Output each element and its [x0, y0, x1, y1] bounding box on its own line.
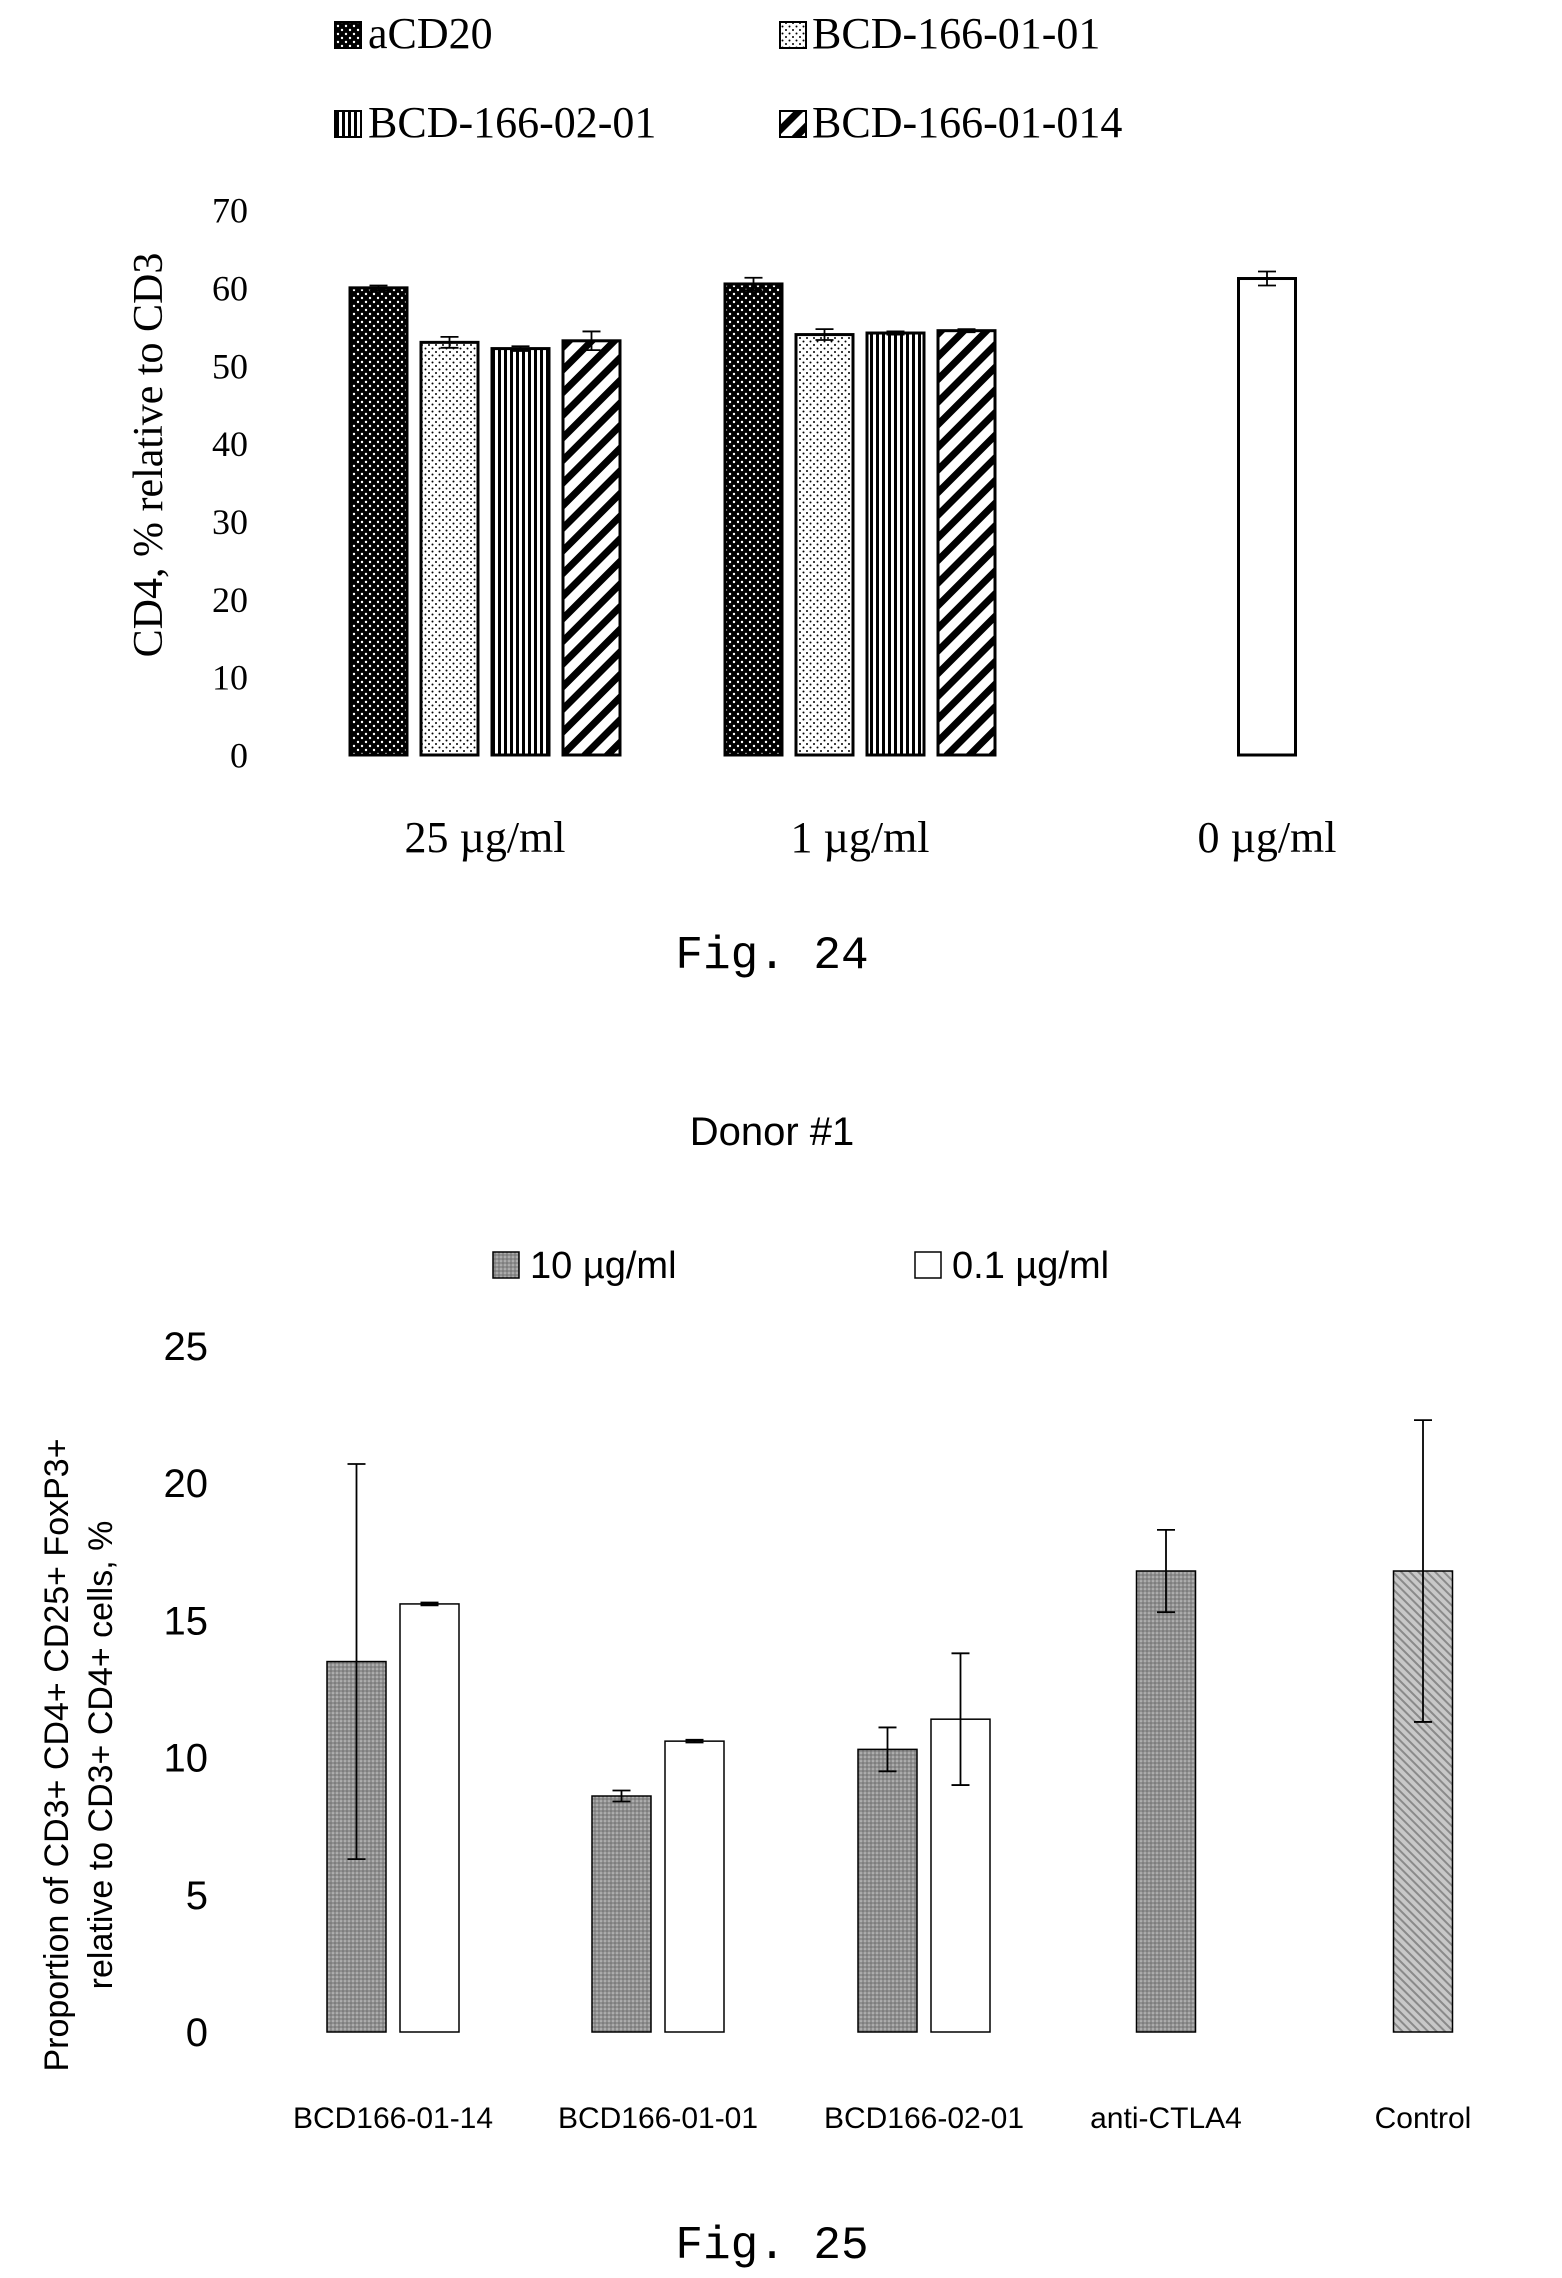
bar-1-g-ml-bcd-166-01-01 [794, 333, 855, 757]
x-axis-categories: 25 µg/ml 1 µg/ml 0 µg/ml [404, 813, 1336, 862]
bar-1-g-ml-acd20 [723, 282, 784, 757]
x-axis-categories: BCD166-01-14 BCD166-01-01 BCD166-02-01 anti… [293, 2102, 1471, 2135]
y-axis-ticks: 0 10 20 30 40 50 60 70 [212, 191, 248, 776]
bars [348, 270, 1297, 757]
figure-caption: Fig. 25 [675, 2220, 868, 2272]
bar-25-g-ml-bcd-166-02-01 [490, 347, 551, 757]
y-tick-label: 40 [212, 424, 248, 464]
error-bar-bcd166-01-14-10-g-ml [347, 1463, 366, 1861]
y-axis-ticks: 0 5 10 15 20 25 [164, 1325, 209, 2055]
bar-bcd166-01-01-10-g-ml [591, 1795, 652, 2033]
bar-bcd166-01-14-0-1-g-ml [399, 1603, 460, 2033]
legend-swatch-bcd-166-01-014 [779, 110, 807, 138]
error-bar-1-g-ml-bcd-166-01-014 [957, 328, 976, 334]
legend: 10 µg/ml 0.1 µg/ml [492, 1245, 1109, 1287]
y-tick-label: 30 [212, 502, 248, 542]
x-tick-label-25-g-ml: 25 µg/ml [404, 813, 565, 862]
error-bar-0-g-ml-series-4 [1258, 270, 1276, 287]
figure-24-chart: aCD20 BCD-166-01-01 BCD-166-02-01 BCD-16… [126, 9, 1337, 982]
error-bar-control-series-2 [1414, 1419, 1432, 1723]
error-bar-anti-ctla4-10-g-ml [1157, 1528, 1175, 1614]
y-tick-label: 50 [212, 346, 248, 386]
figure-caption: Fig. 24 [675, 930, 868, 982]
error-bar-bcd166-01-01-10-g-ml [612, 1789, 631, 1803]
error-bar-25-g-ml-bcd-166-02-01 [511, 345, 530, 352]
y-tick-label: 15 [164, 1599, 209, 1643]
legend-label-acd20: aCD20 [368, 9, 493, 58]
bar-bcd166-02-01-10-g-ml [857, 1748, 918, 2033]
y-axis-label: CD4, % relative to CD3 [126, 253, 172, 658]
legend-label-bcd-166-02-01: BCD-166-02-01 [368, 98, 656, 147]
y-axis-label: Proportion of CD3+ CD4+ CD25+ FoxP3+ rel… [38, 1438, 120, 2071]
bar-anti-ctla4-10-g-ml [1135, 1570, 1197, 2033]
bar-bcd166-01-01-0-1-g-ml [664, 1740, 725, 2033]
bar-25-g-ml-bcd-166-01-01 [419, 340, 480, 757]
bar-control-series-2 [1392, 1570, 1454, 2033]
error-bar-1-g-ml-acd20 [744, 276, 763, 292]
y-axis-label-line-2: relative to CD3+ CD4+ cells, % [82, 1521, 120, 1990]
y-tick-label: 60 [212, 268, 248, 308]
legend-label-0-1-ug-ml: 0.1 µg/ml [952, 1245, 1109, 1287]
figure-25-chart: Donor #1 10 µg/ml 0.1 µg/ml Proportion o… [38, 1110, 1471, 2272]
y-tick-label: 20 [212, 580, 248, 620]
x-tick-label-bcd166-01-14: BCD166-01-14 [293, 2102, 493, 2135]
legend-swatch-bcd-166-01-01 [779, 21, 807, 49]
legend-label-bcd-166-01-01: BCD-166-01-01 [812, 9, 1100, 58]
error-bar-1-g-ml-bcd-166-01-01 [815, 328, 834, 341]
bar-25-g-ml-acd20 [348, 286, 409, 757]
bar-1-g-ml-bcd-166-01-014 [936, 329, 997, 757]
x-tick-label-control: Control [1375, 2102, 1472, 2135]
legend-swatch-acd20 [334, 21, 362, 49]
error-bar-bcd166-02-01-0-1-g-ml [951, 1652, 970, 1786]
x-tick-label-1-g-ml: 1 µg/ml [790, 813, 929, 862]
error-bar-25-g-ml-acd20 [369, 284, 388, 292]
legend-swatch-0-1-ug-ml [914, 1251, 942, 1279]
error-bar-25-g-ml-bcd-166-01-01 [440, 336, 459, 349]
chart-title: Donor #1 [690, 1110, 855, 1154]
legend: aCD20 BCD-166-01-01 BCD-166-02-01 BCD-16… [334, 9, 1122, 147]
legend-label-10-ug-ml: 10 µg/ml [530, 1245, 677, 1287]
y-axis-label-line-1: Proportion of CD3+ CD4+ CD25+ FoxP3+ [38, 1438, 76, 2071]
legend-swatch-bcd-166-02-01 [334, 110, 362, 138]
y-tick-label: 5 [186, 1874, 208, 1918]
bars [326, 1419, 1454, 2033]
x-tick-label-anti-ctla4: anti-CTLA4 [1090, 2102, 1242, 2135]
error-bar-bcd166-01-01-0-1-g-ml [685, 1738, 704, 1744]
error-bar-bcd166-01-14-0-1-g-ml [420, 1601, 439, 1607]
y-tick-label: 25 [164, 1325, 209, 1369]
x-tick-label-0-g-ml: 0 µg/ml [1197, 813, 1336, 862]
legend-swatch-10-ug-ml [492, 1251, 520, 1279]
y-tick-label: 10 [212, 658, 248, 698]
x-tick-label-bcd166-01-01: BCD166-01-01 [558, 2102, 758, 2135]
y-tick-label: 20 [164, 1462, 209, 1506]
bar-0-g-ml-series-4 [1237, 277, 1297, 757]
bar-25-g-ml-bcd-166-01-014 [561, 339, 622, 757]
x-tick-label-bcd166-02-01: BCD166-02-01 [824, 2102, 1024, 2135]
bar-1-g-ml-bcd-166-02-01 [865, 331, 926, 757]
legend-label-bcd-166-01-014: BCD-166-01-014 [812, 98, 1122, 147]
error-bar-1-g-ml-bcd-166-02-01 [886, 330, 905, 336]
error-bar-bcd166-02-01-10-g-ml [878, 1726, 897, 1773]
error-bar-25-g-ml-bcd-166-01-014 [582, 330, 601, 352]
y-tick-label: 0 [230, 736, 248, 776]
y-tick-label: 10 [164, 1737, 209, 1781]
y-tick-label: 70 [212, 191, 248, 231]
y-tick-label: 0 [186, 2011, 208, 2055]
